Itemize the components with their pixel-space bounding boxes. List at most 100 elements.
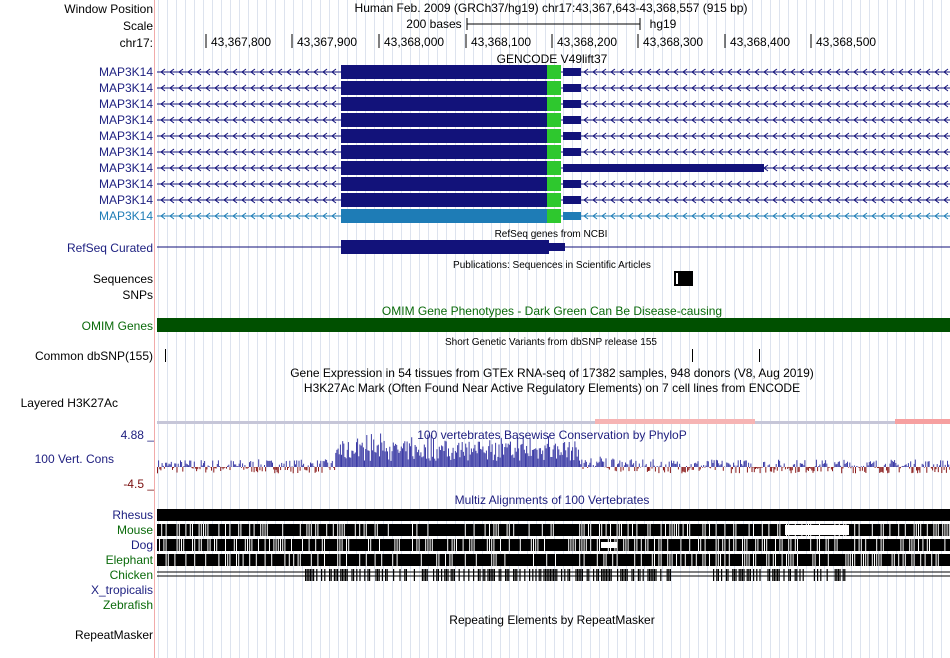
phylop-bar [284,467,286,470]
alignment-mismatch [882,539,884,551]
browser-image-panel[interactable] [155,0,950,658]
alignment-block [157,554,950,566]
phylop-bar [385,448,387,467]
phylop-bar [541,454,543,467]
ruler-tick-label: 43,368,200 [557,35,618,49]
layered-h3k27ac-label[interactable]: Layered H3K27Ac [20,396,118,410]
alignment-mismatch [893,554,895,566]
alignment-column [769,569,771,581]
phylop-bar [242,463,244,467]
alignment-mismatch [299,524,301,536]
alignment-mismatch [874,554,875,566]
phylop-bar [175,463,177,467]
species-label[interactable]: Elephant [105,553,153,567]
alignment-column [621,569,623,581]
phylop-bar [942,460,944,467]
phylop-bar [730,467,732,474]
alignment-mismatch [724,524,726,536]
phylop-bar [811,467,813,471]
phylop-bar [608,467,610,470]
alignment-column [748,569,750,581]
species-label[interactable]: Dog [130,538,153,552]
sequences-label[interactable]: Sequences [92,272,153,286]
gencode-transcript-label[interactable]: MAP3K14 [98,113,153,127]
alignment-mismatch [258,539,259,551]
phylop-bar [919,467,921,473]
phylop-bar [597,463,599,467]
repeatmasker-label[interactable]: RepeatMasker [74,628,153,642]
alignment-mismatch [365,554,367,566]
alignment-mismatch [845,554,847,566]
phylop-bar [696,463,698,467]
alignment-mismatch [618,524,620,536]
phylop-bar [237,466,239,467]
phylop-bar [548,436,549,467]
alignment-mismatch [255,554,257,566]
phylop-bar [753,467,755,473]
transcript-exon-block [563,100,581,108]
phylop-bar [188,465,189,467]
phylop-bar [734,465,736,467]
phylop-bar [422,456,424,467]
alignment-mismatch [200,539,202,551]
alignment-mismatch [590,539,592,551]
alignment-mismatch [185,554,187,566]
phylop-bar [436,449,438,467]
snps-label[interactable]: SNPs [122,288,153,302]
alignment-mismatch [200,524,202,536]
gencode-transcript-label[interactable]: MAP3K14 [98,129,153,143]
phylop-bar [393,445,395,467]
phylop-bar [574,441,576,467]
phylop-bar [519,460,521,467]
alignment-column [343,569,345,581]
species-label[interactable]: Chicken [109,568,153,582]
gencode-transcript-label[interactable]: MAP3K14 [98,81,153,95]
alignment-column [725,569,727,581]
alignment-column [375,569,377,581]
alignment-mismatch [836,539,838,551]
phylop-bar [756,467,758,469]
alignment-mismatch [464,554,466,566]
refseq-curated-label[interactable]: RefSeq Curated [66,241,153,255]
alignment-column [308,569,310,581]
phylop-bar [720,464,722,467]
common-dbsnp-label[interactable]: Common dbSNP(155) [34,349,153,363]
conservation-track-label[interactable]: 100 Vert. Cons [34,452,114,466]
track-graphics[interactable] [155,0,950,658]
alignment-mismatch [324,554,325,566]
species-label[interactable]: Rhesus [112,508,153,522]
phylop-bar [568,441,570,467]
phylop-bar [779,460,781,467]
alignment-mismatch [616,539,618,551]
phylop-bar [530,455,532,467]
alignment-mismatch [742,539,743,551]
gencode-transcript-label[interactable]: MAP3K14 [98,161,153,175]
species-label[interactable]: Mouse [116,523,153,537]
phylop-bar [579,460,580,467]
gencode-transcript-label[interactable]: MAP3K14 [98,97,153,111]
repeatmasker-title: Repeating Elements by RepeatMasker [449,613,655,627]
phylop-bar [468,441,470,467]
alignment-mismatch [933,524,935,536]
alignment-mismatch [691,554,693,566]
phylop-bar [735,467,737,473]
gencode-transcript-label[interactable]: MAP3K14 [98,193,153,207]
omim-genes-label[interactable]: OMIM Genes [81,319,153,333]
phylop-bar [197,467,199,470]
alignment-column [817,569,819,581]
gencode-transcript-label[interactable]: MAP3K14 [98,65,153,79]
gencode-transcript-label[interactable]: MAP3K14 [98,209,153,223]
phylop-bar [676,461,678,467]
alignment-mismatch [324,539,325,551]
phylop-bar [362,447,364,467]
gencode-transcript-label[interactable]: MAP3K14 [98,145,153,159]
species-label[interactable]: Zebrafish [102,598,153,612]
phylop-bar [508,444,510,467]
species-label[interactable]: X_tropicalis [90,583,153,597]
gencode-transcript-label[interactable]: MAP3K14 [98,177,153,191]
phylop-bar [585,461,587,467]
phylop-bar [527,453,529,467]
alignment-mismatch [684,554,686,566]
transcript-exon-block [563,84,581,92]
alignment-mismatch [904,554,906,566]
